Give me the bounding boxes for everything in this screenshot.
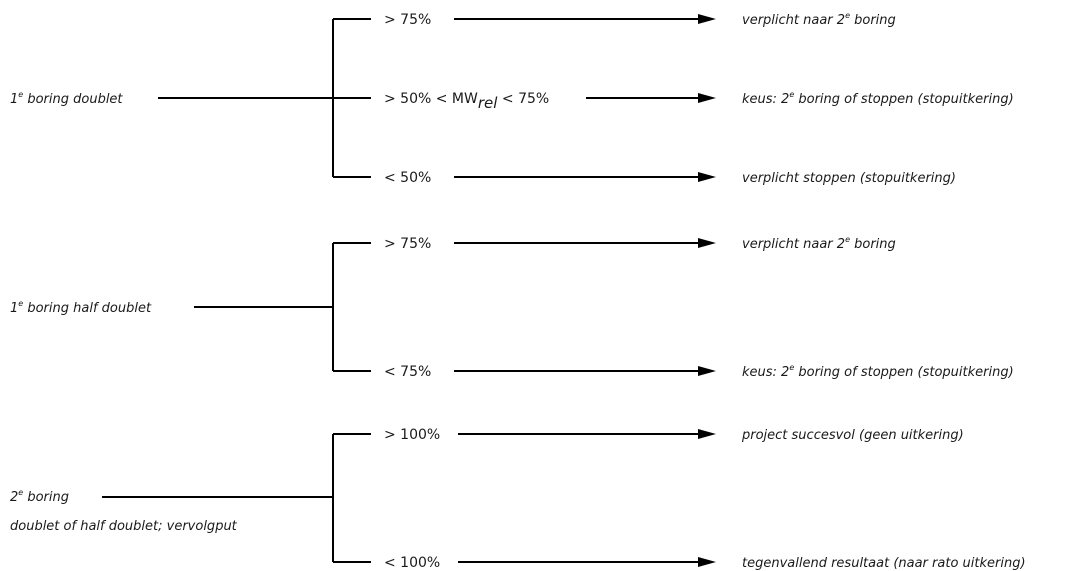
outcome-label: project succesvol (geen uitkering) xyxy=(741,428,964,443)
outcome-label: tegenvallend resultaat (naar rato uitker… xyxy=(742,556,1026,571)
source-label-doublet: 1e boring doublet xyxy=(10,90,123,107)
group-half-doublet: 1e boring half doublet > 75% verplicht n… xyxy=(10,235,1014,380)
outcome-label: verplicht stoppen (stopuitkering) xyxy=(742,171,956,186)
branch-condition: > 100% xyxy=(384,427,440,443)
arrow-head xyxy=(698,172,716,182)
branch-condition: > 75% xyxy=(384,12,431,28)
arrow-head xyxy=(698,93,716,103)
arrow-head xyxy=(698,238,716,248)
branch-condition: > 50% < MWrel < 75% xyxy=(384,91,549,112)
arrow-head xyxy=(698,429,716,439)
group-second-boring: 2e boring doublet of half doublet; vervo… xyxy=(10,427,1026,571)
branch-condition: > 75% xyxy=(384,236,431,252)
outcome-label: verplicht naar 2e boring xyxy=(742,235,896,252)
group-doublet: 1e boring doublet > 75% verplicht naar 2… xyxy=(10,11,1014,186)
outcome-label: verplicht naar 2e boring xyxy=(742,11,896,28)
source-label-half-doublet: 1e boring half doublet xyxy=(10,299,152,316)
arrow-head xyxy=(698,14,716,24)
branch-condition: < 50% xyxy=(384,170,431,186)
outcome-label: keus: 2e boring of stoppen (stopuitkerin… xyxy=(742,363,1014,380)
arrow-head xyxy=(698,557,716,567)
source-label-second-boring: 2e boring xyxy=(10,488,69,505)
branch-condition: < 100% xyxy=(384,555,440,571)
arrow-head xyxy=(698,366,716,376)
branch-condition: < 75% xyxy=(384,364,431,380)
outcome-label: keus: 2e boring of stoppen (stopuitkerin… xyxy=(742,90,1014,107)
source-sublabel-second-boring: doublet of half doublet; vervolgput xyxy=(10,519,238,534)
